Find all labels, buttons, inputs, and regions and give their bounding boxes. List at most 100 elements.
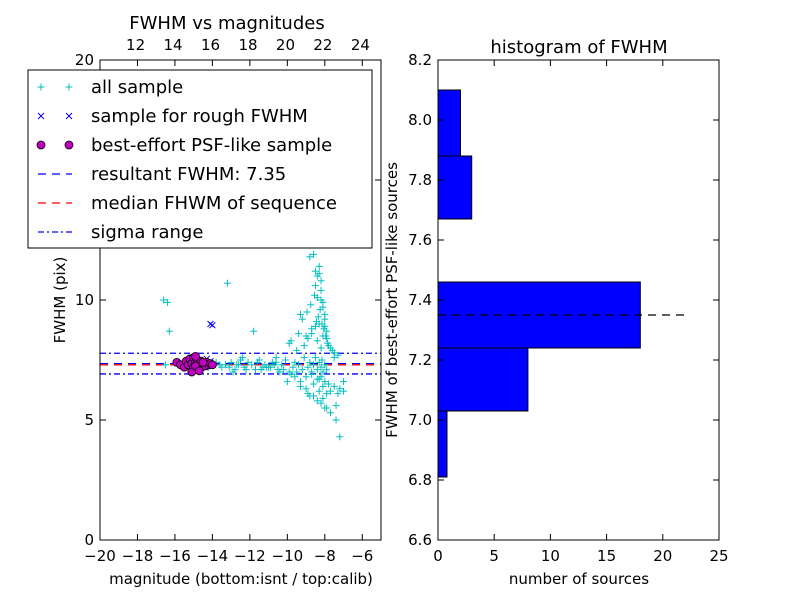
data-point xyxy=(321,315,329,323)
data-point xyxy=(242,366,250,374)
data-point xyxy=(303,308,311,316)
data-point xyxy=(198,357,208,367)
legend-entry: best-effort PSF-like sample xyxy=(36,135,332,156)
x-tick-label: −6 xyxy=(351,547,373,565)
data-point xyxy=(311,354,319,362)
histogram-bar xyxy=(437,410,448,478)
y-tick-label: 8.2 xyxy=(408,51,432,69)
data-point xyxy=(229,368,237,376)
y-tick-label: 7.4 xyxy=(408,291,432,309)
legend-marker xyxy=(36,140,46,150)
data-point xyxy=(296,382,304,390)
histogram-title: histogram of FWHM xyxy=(490,37,667,58)
data-point xyxy=(340,387,348,395)
y-tick-label: 6.6 xyxy=(408,531,432,549)
data-point xyxy=(315,320,323,328)
data-point xyxy=(323,327,331,335)
data-point xyxy=(336,433,344,441)
legend-marker xyxy=(37,112,45,120)
data-point xyxy=(295,330,303,338)
histogram-x-ticks: 0 5 10 15 20 25 xyxy=(433,60,729,565)
data-point xyxy=(332,402,340,410)
data-point xyxy=(306,253,314,261)
data-point xyxy=(302,373,310,381)
data-point xyxy=(291,358,299,366)
legend-entry: median FHWM of sequence xyxy=(38,193,337,214)
legend-entries: all sample sample for rough FWHM best-effo… xyxy=(36,77,337,243)
x-tick-label: −18 xyxy=(122,547,154,565)
histogram-bar xyxy=(437,347,529,412)
data-point xyxy=(308,325,316,333)
x-tick-label: 15 xyxy=(597,547,616,565)
data-point xyxy=(296,310,304,318)
data-point xyxy=(325,342,333,350)
scatter-x-label: magnitude (bottom:isnt / top:calib) xyxy=(109,570,373,588)
data-point xyxy=(194,366,204,376)
legend-label: best-effort PSF-like sample xyxy=(91,135,332,156)
data-point xyxy=(330,354,338,362)
top-tick-label: 16 xyxy=(201,36,220,54)
x-tick-label: 5 xyxy=(489,547,499,565)
data-point xyxy=(323,404,331,412)
data-point xyxy=(313,397,321,405)
data-point xyxy=(321,361,329,369)
series-3 xyxy=(172,351,217,377)
data-point xyxy=(163,298,171,306)
legend-entry: sample for rough FWHM xyxy=(37,106,308,127)
data-point xyxy=(323,334,331,342)
histogram-bar xyxy=(437,89,461,157)
data-point xyxy=(278,361,286,369)
data-point xyxy=(307,301,315,309)
x-tick-label: −10 xyxy=(272,547,304,565)
data-point xyxy=(298,366,306,374)
y-tick-label: 7.2 xyxy=(408,351,432,369)
y-tick-label: 8.0 xyxy=(408,111,432,129)
x-tick-label: −12 xyxy=(234,547,266,565)
top-tick-label: 12 xyxy=(126,36,145,54)
legend-entry: all sample xyxy=(37,77,183,98)
data-point xyxy=(326,387,334,395)
data-point xyxy=(315,387,323,395)
data-point xyxy=(313,294,321,302)
data-point xyxy=(315,270,323,278)
data-point xyxy=(340,378,348,386)
data-point xyxy=(223,279,231,287)
data-point xyxy=(216,361,224,369)
data-point xyxy=(317,344,325,352)
data-point xyxy=(315,375,323,383)
data-point xyxy=(266,363,274,371)
data-point xyxy=(306,358,314,366)
data-point xyxy=(317,363,325,371)
scatter-x-ticks: −20 −18 −16 −14 −12 −10 −8 −6 xyxy=(84,60,373,565)
data-point xyxy=(310,361,318,369)
top-tick-label: 22 xyxy=(313,36,332,54)
legend-box xyxy=(27,69,373,249)
data-point xyxy=(325,380,333,388)
data-point xyxy=(321,378,329,386)
top-tick-label: 24 xyxy=(351,36,370,54)
data-point xyxy=(259,363,267,371)
y-tick-label: 0 xyxy=(84,531,94,549)
y-tick-label: 10 xyxy=(75,291,94,309)
data-point xyxy=(287,370,295,378)
data-point xyxy=(319,332,327,340)
scatter-legend: all sample sample for rough FWHM best-effo… xyxy=(27,69,373,249)
data-point xyxy=(314,313,322,321)
data-point xyxy=(283,378,291,386)
legend-label: median FHWM of sequence xyxy=(91,193,337,214)
data-point xyxy=(276,368,284,376)
x-tick-label: 0 xyxy=(433,547,443,565)
data-point xyxy=(311,267,319,275)
data-point xyxy=(227,358,235,366)
histogram-x-label: number of sources xyxy=(509,570,649,588)
data-point xyxy=(225,363,233,371)
x-tick-label: −16 xyxy=(159,547,191,565)
legend-label: sample for rough FWHM xyxy=(91,106,308,127)
data-point xyxy=(311,282,319,290)
legend-label: all sample xyxy=(91,77,183,98)
data-point xyxy=(323,366,331,374)
data-point xyxy=(233,361,241,369)
data-point xyxy=(209,321,216,329)
legend-marker xyxy=(65,112,73,120)
